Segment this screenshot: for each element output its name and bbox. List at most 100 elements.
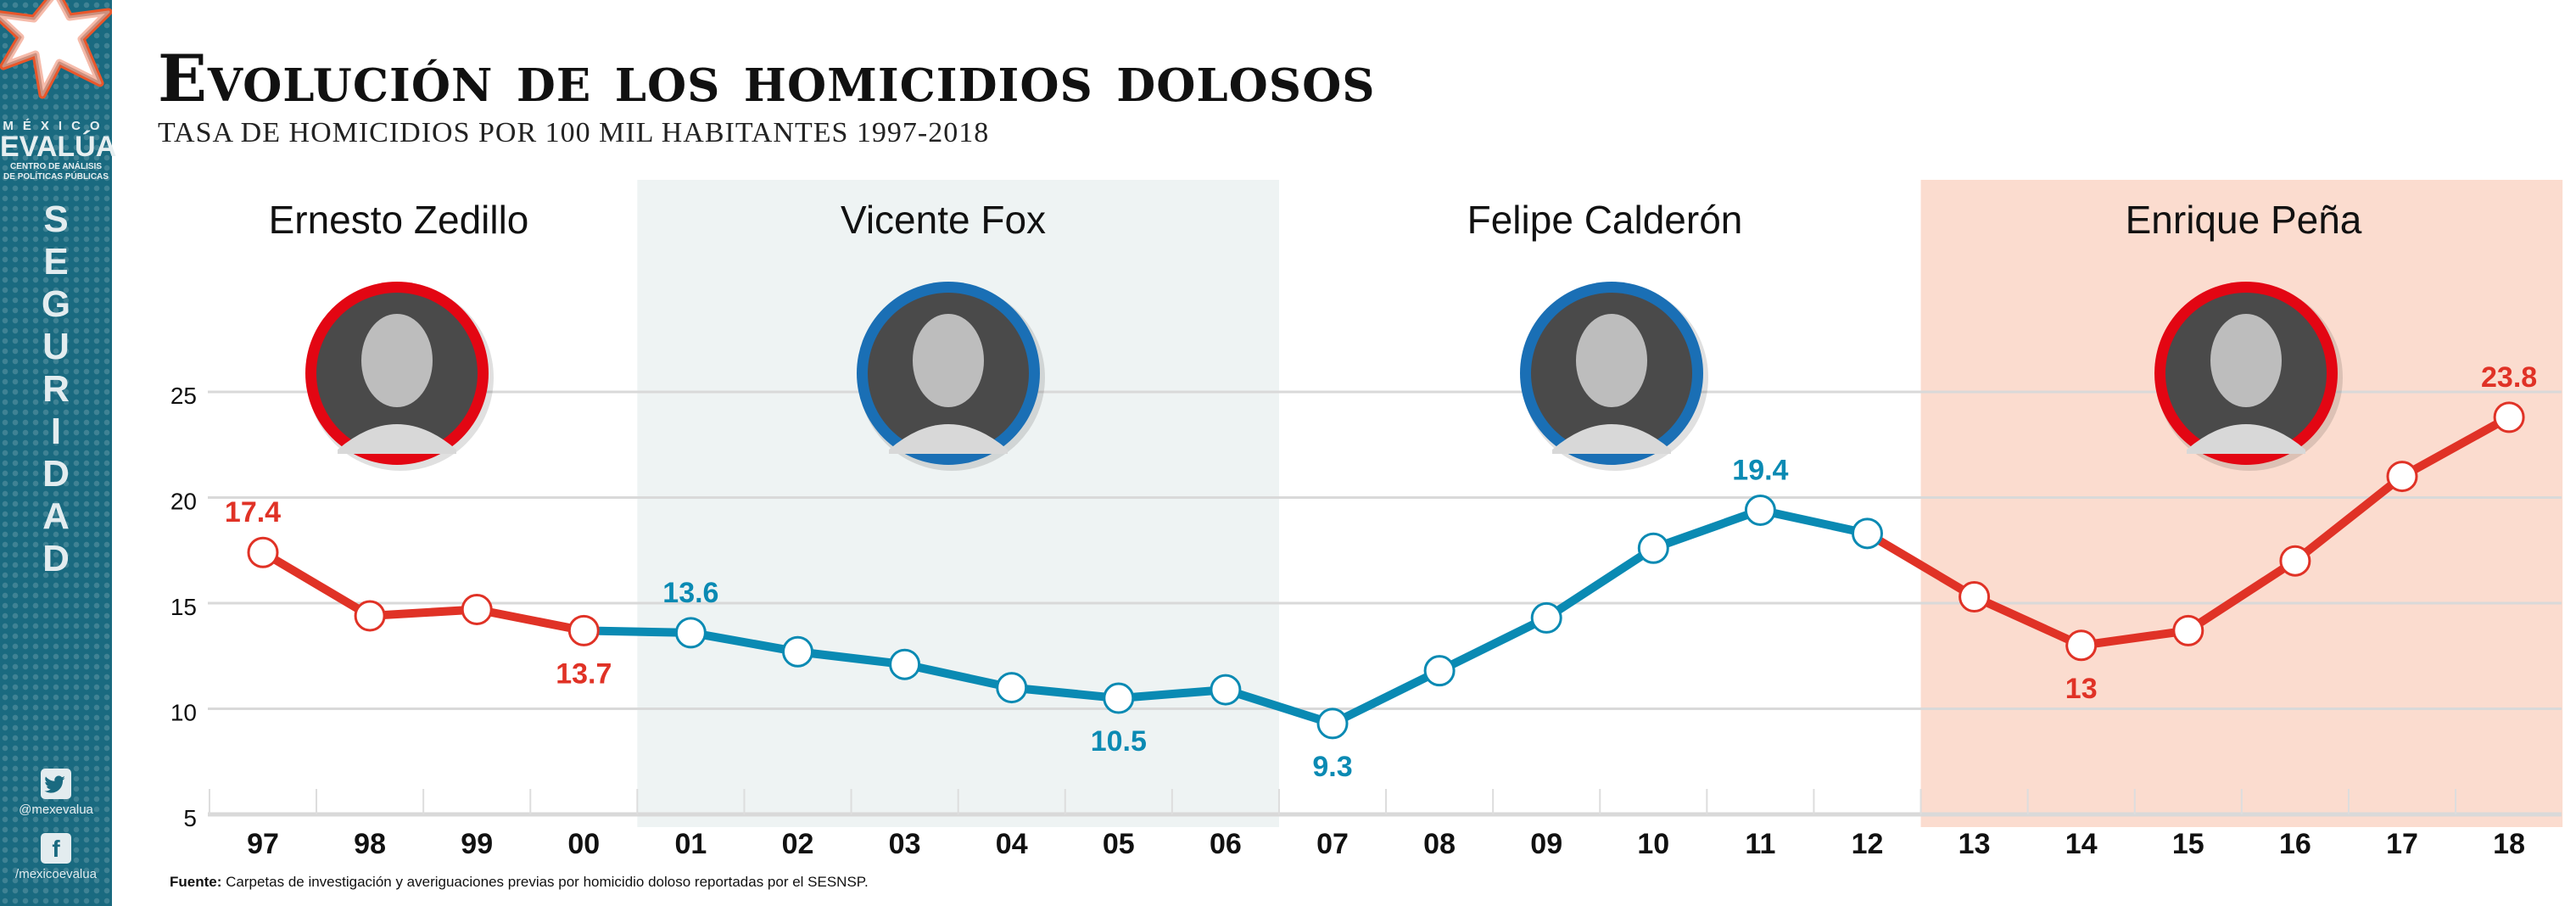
brand-subtitle-line-2: DE POLÍTICAS PÚBLICAS — [3, 172, 109, 182]
line-segment — [579, 626, 696, 637]
x-tick-label: 10 — [1637, 828, 1669, 860]
x-tick-label: 01 — [674, 828, 707, 860]
source-note: Fuente: Carpetas de investigación y aver… — [170, 874, 869, 891]
facebook-icon[interactable]: f — [41, 833, 71, 864]
line-segment — [1221, 685, 1337, 728]
data-point — [1637, 532, 1669, 564]
data-label: 10.5 — [1091, 725, 1147, 758]
portrait-face — [1576, 314, 1647, 407]
line-segment — [259, 548, 375, 620]
portrait-shirt — [889, 424, 1008, 454]
source-text: Carpetas de investigación y averiguacion… — [221, 874, 869, 890]
president-name: Ernesto Zedillo — [269, 198, 529, 242]
data-label: 13.6 — [662, 577, 718, 609]
line-segment — [793, 647, 909, 669]
line-segment — [1114, 685, 1230, 703]
data-point — [2065, 629, 2098, 662]
data-point — [2493, 401, 2525, 433]
data-label: 13.7 — [556, 657, 612, 690]
twitter-icon[interactable] — [41, 769, 71, 799]
data-point — [782, 635, 813, 668]
section-label-letter: I — [50, 411, 62, 452]
line-segment — [1435, 613, 1551, 675]
line-segment — [472, 605, 589, 635]
data-point — [1852, 517, 1883, 550]
data-label: 17.4 — [225, 496, 281, 528]
x-tick-label: 05 — [1103, 828, 1135, 860]
chart-title: Evolución de los homicidios dolosos — [158, 41, 1376, 116]
line-segment — [1970, 592, 2086, 650]
x-tick-label: 17 — [2386, 828, 2418, 860]
data-point — [1316, 707, 1349, 740]
data-point — [1744, 494, 1776, 526]
data-point — [1423, 655, 1456, 687]
x-tick-label: 15 — [2172, 828, 2204, 860]
line-segment — [2398, 412, 2514, 481]
data-point — [2386, 461, 2418, 493]
x-tick-label: 04 — [996, 828, 1028, 860]
line-segment — [1542, 544, 1658, 623]
data-point — [567, 614, 600, 646]
x-tick-label: 97 — [247, 828, 279, 860]
data-point — [354, 600, 386, 632]
x-tick-label: 18 — [2493, 828, 2525, 860]
data-point — [247, 536, 279, 568]
section-label-letter: G — [41, 283, 71, 325]
portrait-face — [913, 314, 984, 407]
line-segment — [2290, 472, 2406, 566]
section-label-letter: A — [42, 495, 70, 537]
line-segment — [366, 605, 482, 620]
data-point — [1530, 601, 1562, 634]
x-tick-label: 12 — [1852, 828, 1884, 860]
data-point — [889, 648, 921, 680]
line-segment — [1863, 528, 1979, 601]
line-segment — [2076, 626, 2193, 650]
data-label: 19.4 — [1732, 454, 1788, 486]
mexico-evalua-star-logo-icon — [0, 0, 112, 99]
x-tick-label: 00 — [567, 828, 600, 860]
section-label-letter: E — [43, 241, 69, 282]
y-tick-label: 10 — [170, 700, 197, 726]
x-tick-label: 08 — [1423, 828, 1456, 860]
x-tick-label: 14 — [2065, 828, 2098, 860]
data-point — [1210, 674, 1242, 706]
data-point — [674, 617, 707, 649]
x-tick-label: 99 — [461, 828, 493, 860]
section-label-letter: R — [42, 368, 70, 410]
line-segment — [1328, 666, 1444, 728]
y-tick-label: 20 — [170, 489, 197, 515]
x-tick-label: 09 — [1530, 828, 1562, 860]
source-label: Fuente: — [170, 874, 222, 890]
portrait-shirt — [338, 424, 456, 454]
sidebar: MÉXICO EVALÚA CENTRO DE ANÁLISIS DE POLÍ… — [0, 0, 116, 906]
line-segment — [1007, 683, 1123, 703]
section-label-letter: S — [43, 199, 69, 240]
x-tick-label: 02 — [782, 828, 814, 860]
y-tick-label: 15 — [170, 594, 197, 620]
twitter-handle[interactable]: @mexevalua — [19, 803, 93, 817]
data-point — [996, 672, 1028, 704]
x-tick-label: 07 — [1316, 828, 1349, 860]
data-point — [2279, 545, 2311, 577]
facebook-handle[interactable]: /mexicoevalua — [15, 867, 97, 881]
data-label: 23.8 — [2481, 361, 2537, 394]
brand-mexico: MÉXICO — [3, 119, 109, 133]
portrait-shirt — [1552, 424, 1671, 454]
facebook-link[interactable]: f /mexicoevalua — [0, 833, 112, 881]
x-tick-label: 03 — [889, 828, 921, 860]
data-label: 13 — [2065, 673, 2098, 705]
y-tick-label: 25 — [170, 383, 197, 409]
data-point — [1103, 682, 1135, 714]
line-segment — [1649, 506, 1765, 553]
x-tick-label: 16 — [2279, 828, 2311, 860]
x-tick-label: 11 — [1745, 828, 1775, 860]
line-segment — [686, 628, 802, 657]
x-tick-label: 06 — [1210, 828, 1242, 860]
brand-subtitle: CENTRO DE ANÁLISIS DE POLÍTICAS PÚBLICAS — [0, 162, 112, 182]
twitter-link[interactable]: @mexevalua — [0, 769, 112, 817]
data-point — [1959, 581, 1991, 613]
y-tick-label: 5 — [183, 805, 197, 831]
president-name: Felipe Calderón — [1467, 198, 1743, 242]
